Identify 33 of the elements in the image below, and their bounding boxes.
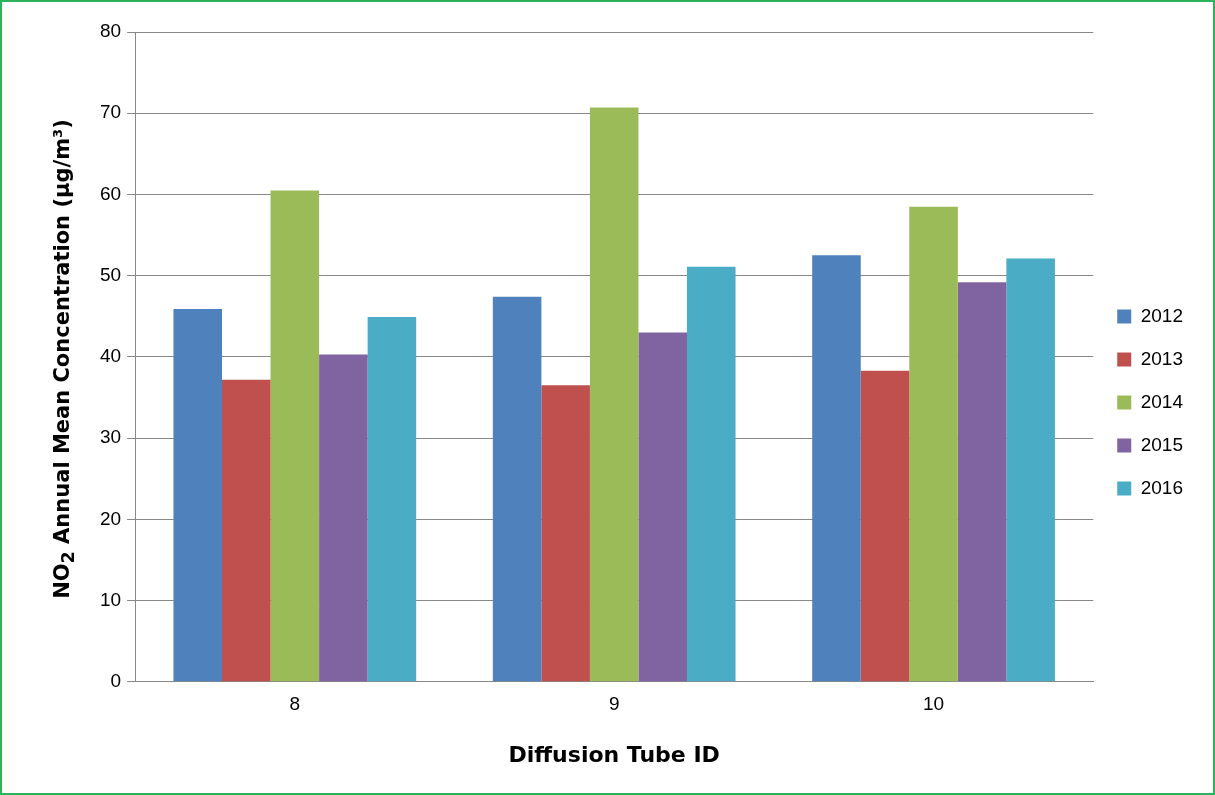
bar	[222, 379, 271, 682]
y-tick-label: 60	[99, 182, 122, 204]
y-tick-label: 0	[110, 670, 122, 692]
y-tick-label: 80	[99, 20, 122, 42]
y-tick-label: 20	[99, 507, 122, 529]
bar	[270, 190, 320, 682]
bar	[860, 370, 910, 682]
bar	[319, 354, 368, 682]
bar	[957, 282, 1007, 682]
bar	[367, 317, 417, 682]
x-tick-label: 9	[608, 693, 620, 715]
bar	[638, 332, 687, 682]
bar	[812, 255, 861, 682]
legend-label: 2014	[1140, 390, 1184, 412]
bar	[492, 296, 542, 682]
bar	[687, 266, 736, 682]
x-tick-label: 10	[922, 693, 945, 715]
bar	[1006, 258, 1055, 682]
legend-label: 2016	[1140, 476, 1184, 498]
legend-label: 2013	[1140, 347, 1184, 369]
y-tick-label: 70	[99, 101, 122, 123]
bar	[173, 308, 222, 682]
x-axis-title: Diffusion Tube ID	[508, 741, 720, 767]
bar	[589, 107, 639, 682]
y-tick-label: 40	[99, 345, 122, 367]
x-tick-label: 8	[289, 693, 301, 715]
bar	[541, 385, 590, 682]
y-tick-label: 50	[99, 263, 122, 285]
legend-label: 2012	[1140, 304, 1184, 326]
y-tick-label: 30	[99, 426, 122, 448]
y-tick-label: 10	[99, 588, 122, 610]
legend-label: 2015	[1140, 433, 1184, 455]
bar	[909, 206, 958, 682]
